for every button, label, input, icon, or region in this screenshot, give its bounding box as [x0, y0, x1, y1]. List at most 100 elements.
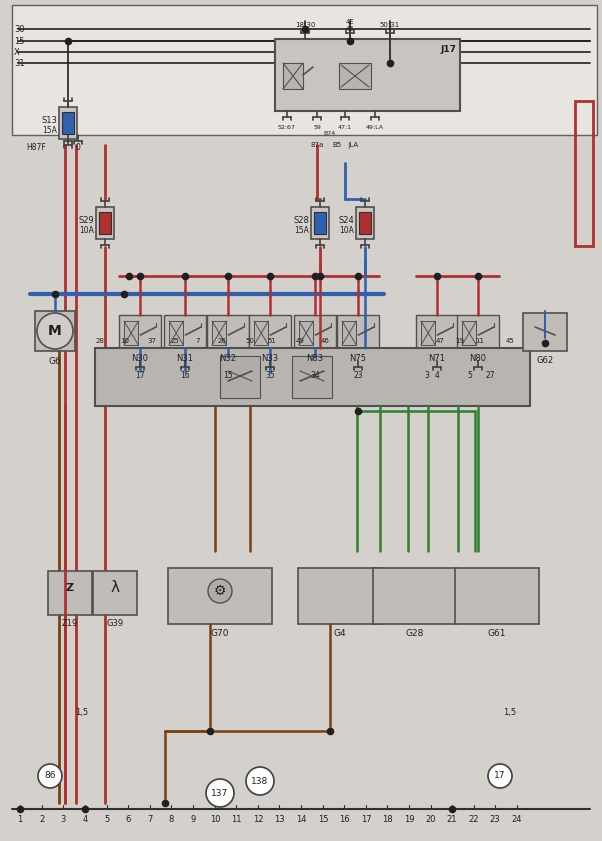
Bar — [299, 321, 314, 345]
Text: G28: G28 — [406, 628, 424, 637]
Bar — [314, 212, 326, 234]
Text: Z: Z — [66, 583, 74, 593]
Bar — [207, 315, 249, 351]
Text: 21: 21 — [447, 814, 458, 823]
Text: 23: 23 — [353, 371, 363, 379]
Text: 11: 11 — [476, 338, 485, 344]
Text: 35: 35 — [265, 371, 275, 379]
Text: 51: 51 — [267, 338, 276, 344]
Text: 10A: 10A — [79, 225, 94, 235]
Text: 50: 50 — [246, 338, 255, 344]
Text: 31: 31 — [14, 59, 25, 67]
Bar — [212, 321, 226, 345]
Text: 27: 27 — [485, 371, 495, 379]
Text: 24: 24 — [512, 814, 523, 823]
Text: G4: G4 — [334, 628, 346, 637]
Bar — [457, 315, 499, 351]
Text: 4: 4 — [82, 814, 88, 823]
Text: M: M — [48, 324, 62, 338]
Bar — [342, 321, 356, 345]
Bar — [298, 568, 382, 624]
Text: 10: 10 — [120, 338, 129, 344]
Text: 5: 5 — [104, 814, 110, 823]
Text: 25: 25 — [170, 338, 179, 344]
Circle shape — [488, 764, 512, 788]
Text: B74: B74 — [324, 130, 336, 135]
Text: 15A: 15A — [42, 125, 57, 135]
Text: 59: 59 — [313, 124, 321, 130]
Bar — [311, 207, 329, 239]
Bar — [249, 315, 291, 351]
Bar — [416, 315, 458, 351]
Text: 8: 8 — [169, 814, 174, 823]
Text: X: X — [14, 47, 20, 56]
Text: 45: 45 — [506, 338, 514, 344]
Text: 46: 46 — [320, 338, 329, 344]
Bar — [275, 39, 460, 111]
Text: 4E
45: 4E 45 — [346, 19, 355, 31]
Bar — [35, 311, 75, 351]
Text: 4: 4 — [435, 371, 439, 379]
Text: 3: 3 — [424, 371, 429, 379]
Text: H87F: H87F — [26, 142, 46, 151]
Bar — [99, 212, 111, 234]
Bar — [339, 63, 371, 89]
Bar — [373, 568, 457, 624]
Bar — [455, 568, 539, 624]
Text: 49: 49 — [296, 338, 305, 344]
Text: 17: 17 — [494, 771, 506, 780]
Text: 9: 9 — [190, 814, 196, 823]
Text: 28: 28 — [96, 338, 104, 344]
Text: 15: 15 — [318, 814, 328, 823]
Text: N83: N83 — [306, 353, 323, 362]
Text: 30: 30 — [14, 24, 25, 34]
Text: G6: G6 — [49, 357, 61, 366]
Bar — [292, 356, 332, 398]
Text: 10: 10 — [209, 814, 220, 823]
Text: 26: 26 — [217, 338, 226, 344]
Bar — [283, 63, 303, 89]
Text: N75: N75 — [350, 353, 367, 362]
Text: 7: 7 — [196, 338, 200, 344]
Text: 1,5: 1,5 — [503, 708, 517, 717]
Text: 47: 47 — [436, 338, 444, 344]
Text: 86: 86 — [45, 771, 56, 780]
Text: 52:67: 52:67 — [278, 124, 296, 130]
Text: 87a: 87a — [311, 142, 324, 148]
Text: 15A: 15A — [294, 225, 309, 235]
Text: N33: N33 — [261, 353, 279, 362]
Text: Z19: Z19 — [62, 620, 78, 628]
Bar — [294, 315, 336, 351]
Bar — [93, 571, 137, 615]
Text: 3: 3 — [60, 814, 66, 823]
Bar — [96, 207, 114, 239]
Text: 7: 7 — [147, 814, 153, 823]
Text: N31: N31 — [176, 353, 193, 362]
Text: 49:LA: 49:LA — [366, 124, 384, 130]
Text: 18: 18 — [382, 814, 393, 823]
Text: N80: N80 — [470, 353, 486, 362]
Circle shape — [208, 579, 232, 603]
Bar — [359, 212, 371, 234]
Circle shape — [37, 313, 73, 349]
Text: 23: 23 — [489, 814, 500, 823]
Bar — [95, 348, 530, 406]
Text: 37: 37 — [147, 338, 157, 344]
Bar — [48, 571, 92, 615]
Text: 19: 19 — [456, 338, 465, 344]
Text: G62: G62 — [536, 356, 554, 364]
Bar — [12, 5, 597, 135]
Text: λ: λ — [111, 580, 120, 595]
Circle shape — [206, 779, 234, 807]
Text: |LA: |LA — [347, 141, 359, 149]
Text: 34: 34 — [310, 371, 320, 379]
Text: 16: 16 — [180, 371, 190, 379]
Bar — [124, 321, 138, 345]
Circle shape — [246, 767, 274, 795]
Bar — [168, 568, 272, 624]
Bar — [421, 321, 435, 345]
Circle shape — [38, 764, 62, 788]
Text: 14: 14 — [296, 814, 306, 823]
Text: 137: 137 — [211, 789, 229, 797]
Bar — [62, 112, 74, 134]
